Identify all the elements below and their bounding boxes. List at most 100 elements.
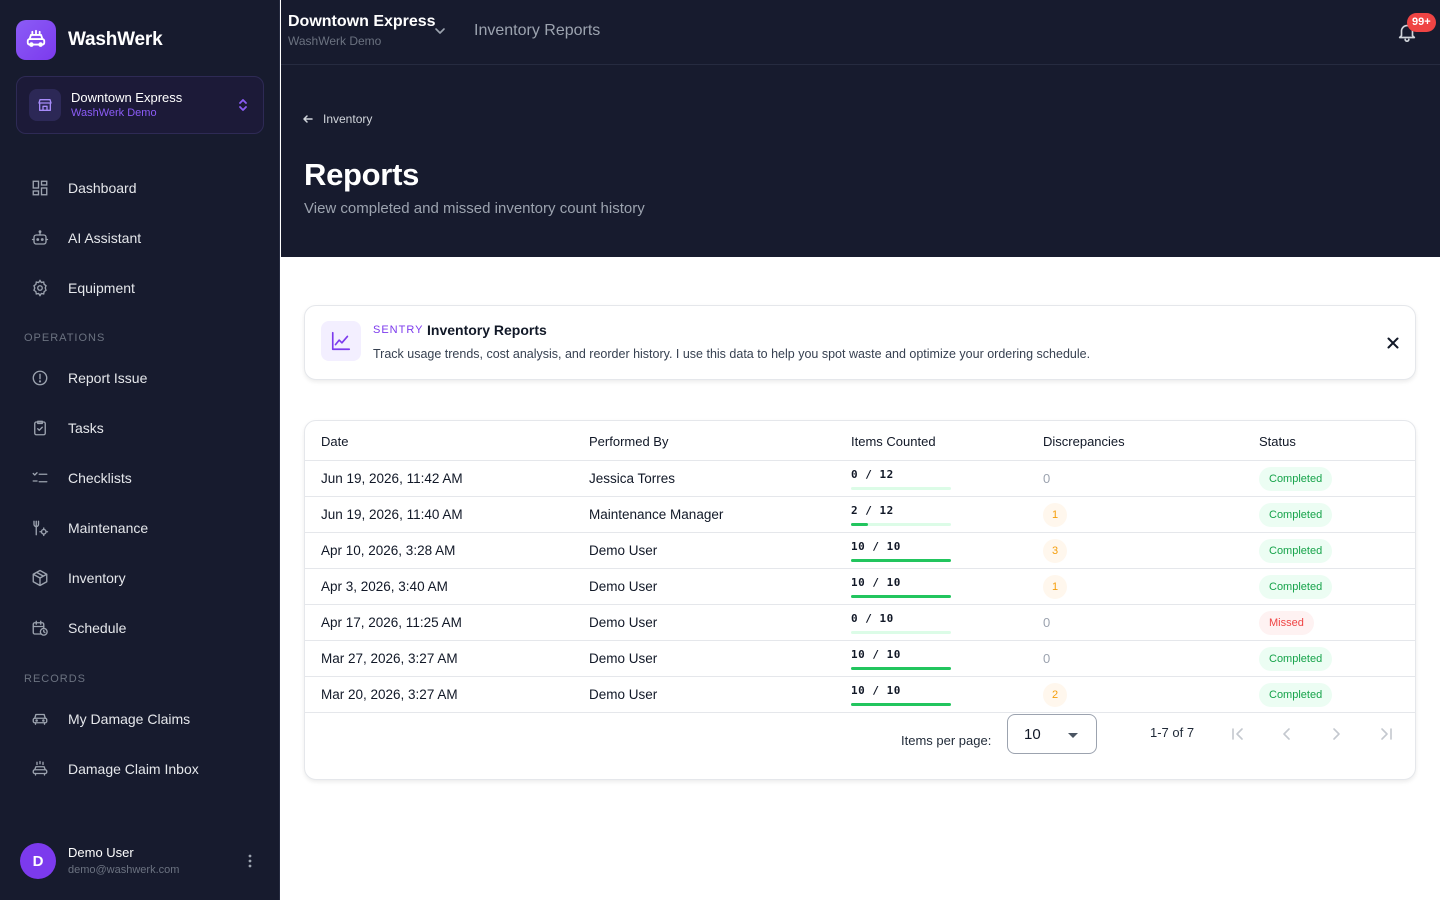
page-range: 1-7 of 7 [1150,725,1195,740]
cell-items-counted: 2 / 12 [851,504,894,517]
cell-date: Apr 10, 2026, 3:28 AM [321,543,456,558]
cell-items-counted: 10 / 10 [851,648,901,661]
brand[interactable]: WashWerk [16,20,163,60]
table-row[interactable]: Mar 20, 2026, 3:27 AM Demo User 10 / 10 2 Co… [305,677,1415,713]
sidebar-item-damage-claim-inbox[interactable]: Damage Claim Inbox [16,749,264,789]
pagination: Items per page: 10 1-7 of 7 [305,714,1415,779]
calendar-clock-icon [30,618,50,638]
sidebar-item-label: Dashboard [68,180,137,196]
header-location-switcher[interactable]: Downtown Express WashWerk Demo [288,12,436,50]
store-icon [29,89,61,121]
next-page-icon[interactable] [1318,716,1354,752]
user-name: Demo User [68,845,134,860]
sidebar-item-label: Equipment [68,280,135,296]
progress-bar-fill [851,595,951,598]
sidebar-item-equipment[interactable]: Equipment [16,268,264,308]
table-row[interactable]: Jun 19, 2026, 11:42 AM Jessica Torres 0 / … [305,461,1415,497]
status-badge: Completed [1259,575,1333,599]
sidebar-item-label: AI Assistant [68,230,142,246]
sidebar-item-label: Inventory [68,570,126,586]
more-vertical-icon[interactable] [234,845,266,877]
discrepancy-badge: 3 [1043,539,1067,563]
table-row[interactable]: Apr 3, 2026, 3:40 AM Demo User 10 / 10 1 Com… [305,569,1415,605]
cell-date: Jun 19, 2026, 11:42 AM [321,471,463,486]
header-section-title: Inventory Reports [474,22,601,39]
sidebar-item-report-issue[interactable]: Report Issue [16,358,264,398]
arrow-left-icon [303,115,313,123]
table-header: Date Performed By Items Counted Discrepa… [305,421,1415,461]
sidebar-item-schedule[interactable]: Schedule [16,608,264,648]
location-org: WashWerk Demo [71,107,157,119]
progress-bar [851,523,951,526]
status-badge: Completed [1259,647,1333,671]
sidebar-item-my-damage-claims[interactable]: My Damage Claims [16,699,264,739]
column-header-date[interactable]: Date [321,434,349,449]
cell-performed-by: Demo User [589,687,658,702]
previous-page-icon[interactable] [1269,716,1305,752]
sidebar-item-ai-assistant[interactable]: AI Assistant [16,218,264,258]
cell-date: Jun 19, 2026, 11:40 AM [321,507,463,522]
page-subtitle: View completed and missed inventory coun… [304,200,645,217]
sentry-text: Track usage trends, cost analysis, and r… [373,347,1091,361]
robot-icon [30,228,50,248]
first-page-icon[interactable] [1220,716,1256,752]
cell-performed-by: Jessica Torres [589,471,676,486]
discrepancy-badge: 1 [1043,503,1067,527]
cell-items-counted: 10 / 10 [851,684,901,697]
column-header-discrepancies[interactable]: Discrepancies [1043,434,1125,449]
car-wash-icon [30,759,50,779]
column-header-performed-by[interactable]: Performed By [589,434,669,449]
progress-bar [851,703,951,706]
section-heading-records: RECORDS [24,673,87,685]
sidebar-item-dashboard[interactable]: Dashboard [16,168,264,208]
top-bar: Downtown Express WashWerk Demo Inventory… [281,0,1440,65]
column-header-items-counted[interactable]: Items Counted [851,434,936,449]
back-link-label: Inventory [323,112,373,126]
cell-date: Mar 27, 2026, 3:27 AM [321,651,458,666]
sidebar-item-label: Tasks [68,420,104,436]
back-link[interactable]: Inventory [302,112,372,126]
table-row[interactable]: Jun 19, 2026, 11:40 AM Maintenance Manage… [305,497,1415,533]
reports-table: Date Performed By Items Counted Discrepa… [304,420,1416,780]
sidebar-item-label: Schedule [68,620,127,636]
sidebar-item-maintenance[interactable]: Maintenance [16,508,264,548]
chevron-up-down-icon [235,95,251,115]
box-icon [30,568,50,588]
user-email: demo@washwerk.com [68,864,180,876]
sentry-title: Inventory Reports [427,322,547,338]
progress-bar [851,487,951,490]
car-wash-logo-icon [16,20,56,60]
last-page-icon[interactable] [1368,716,1404,752]
cell-performed-by: Demo User [589,615,658,630]
items-per-page-select[interactable]: 10 [1007,714,1097,754]
table-row[interactable]: Mar 27, 2026, 3:27 AM Demo User 10 / 10 0 Co… [305,641,1415,677]
sidebar-item-inventory[interactable]: Inventory [16,558,264,598]
section-heading-operations: OPERATIONS [24,332,106,344]
progress-bar-fill [851,523,868,526]
column-header-status[interactable]: Status [1259,434,1296,449]
cell-performed-by: Demo User [589,543,658,558]
items-per-page-value: 10 [1024,726,1041,743]
status-badge: Completed [1259,683,1333,707]
cell-items-counted: 10 / 10 [851,576,901,589]
location-switcher[interactable]: Downtown Express WashWerk Demo [16,76,264,134]
cell-performed-by: Demo User [589,579,658,594]
avatar: D [20,843,56,879]
cell-discrepancies: 0 [1043,615,1051,630]
chevron-down-icon[interactable] [433,24,447,43]
header-location-name: Downtown Express [288,13,436,30]
sidebar-item-label: Damage Claim Inbox [68,761,199,777]
table-row[interactable]: Apr 10, 2026, 3:28 AM Demo User 10 / 10 3 Co… [305,533,1415,569]
close-icon[interactable] [1381,331,1405,355]
sidebar-item-tasks[interactable]: Tasks [16,408,264,448]
alert-circle-icon [30,368,50,388]
sidebar-item-checklists[interactable]: Checklists [16,458,264,498]
wrench-icon [30,518,50,538]
checklist-icon [30,468,50,488]
progress-bar [851,559,951,562]
discrepancy-badge: 2 [1043,683,1067,707]
user-profile[interactable]: D Demo User demo@washwerk.com [0,822,279,900]
items-per-page-label: Items per page: [901,733,992,748]
cell-date: Apr 17, 2026, 11:25 AM [321,615,462,630]
table-row[interactable]: Apr 17, 2026, 11:25 AM Demo User 0 / 10 0 Mi… [305,605,1415,641]
